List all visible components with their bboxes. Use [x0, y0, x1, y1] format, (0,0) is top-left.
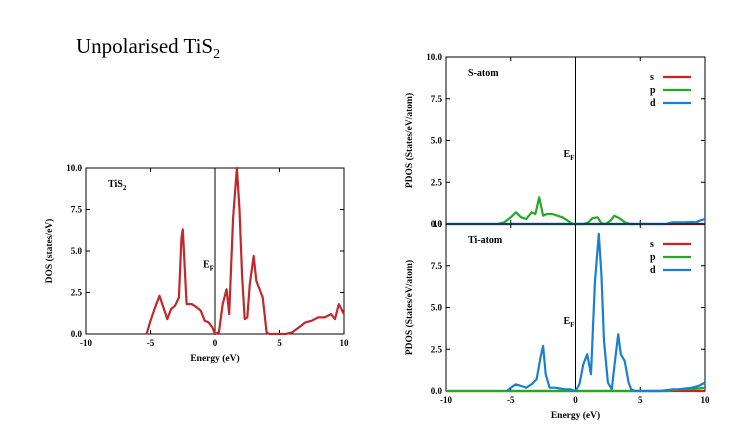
y-tick-label: 10	[433, 219, 443, 229]
slide-title-main: Unpolarised TiS	[76, 34, 214, 58]
x-tick-label: -5	[507, 395, 515, 405]
x-tick-label: 5	[277, 338, 282, 348]
legend-label-d: d	[650, 265, 656, 276]
legend-label-s: s	[650, 72, 654, 83]
fermi-label: EF	[564, 316, 575, 329]
y-tick-label: 7.5	[431, 261, 443, 271]
y-tick-label: 2.5	[431, 344, 443, 354]
y-tick-label: 0.0	[431, 386, 443, 396]
panel-label: S-atom	[468, 68, 499, 79]
y-tick-label: 5.0	[431, 303, 443, 313]
y-axis-label: DOS (states/eV)	[44, 219, 55, 284]
x-axis-label: Energy (eV)	[551, 410, 600, 421]
fermi-label-subscript: F	[570, 321, 574, 329]
y-axis-label: PDOS (States/eV/atom)	[404, 260, 415, 355]
y-axis-label: PDOS (States/eV/atom)	[404, 93, 415, 188]
chart-total-dos: 0.0 2.5 5.0 7.5 10.0 -10 -5 0 5 10 Energy (eV) DOS …	[44, 163, 349, 364]
y-tick-label: 2.5	[431, 177, 443, 187]
fermi-label: EF	[203, 260, 214, 273]
x-axis-label: Energy (eV)	[190, 353, 239, 364]
series-line-d	[506, 232, 706, 393]
y-tick-label: 0.0	[71, 329, 83, 339]
slide-title-subscript: 2	[213, 47, 221, 63]
y-tick-label: 10.0	[426, 52, 442, 62]
y-tick-label: 2.5	[71, 288, 83, 298]
legend-label-p: p	[650, 252, 656, 263]
x-tick-label: 5	[638, 395, 643, 405]
y-tick-label: 0.0	[431, 219, 443, 229]
fermi-label: EF	[564, 149, 575, 162]
fermi-label-subscript: F	[210, 265, 214, 273]
panel-label-subscript: 2	[123, 184, 127, 192]
x-tick-label: 0	[213, 338, 218, 348]
x-tick-label: 10	[340, 338, 350, 348]
fermi-label-subscript: F	[570, 154, 574, 162]
legend-label-d: d	[650, 98, 656, 109]
series-line-d	[446, 217, 706, 226]
y-tick-label: 5.0	[431, 136, 443, 146]
panel-label: TiS2	[108, 179, 127, 192]
y-tick-label: 7.5	[431, 94, 443, 104]
x-tick-label: -10	[80, 338, 92, 348]
chart-ti-atom-pdos: 0.0 2.5 5.0 7.5 10 -10 -5 0 5 10 Energy (eV) PDOS (…	[404, 219, 710, 421]
y-tick-label: 10.0	[66, 163, 82, 173]
y-tick-label: 7.5	[71, 205, 83, 215]
chart-s-atom-pdos: 0.0 2.5 5.0 7.5 10.0 PDOS (States/eV/atom) S-a…	[404, 52, 706, 229]
series-line-total	[145, 166, 345, 336]
legend-label-p: p	[650, 85, 656, 96]
x-tick-label: -5	[147, 338, 155, 348]
y-tick-label: 5.0	[71, 246, 83, 256]
legend-label-s: s	[650, 239, 654, 250]
x-tick-label: 10	[701, 395, 711, 405]
slide-title: Unpolarised TiS2	[76, 34, 220, 63]
series-line-p	[497, 196, 636, 226]
panel-label: Ti-atom	[468, 235, 503, 246]
x-tick-label: -10	[440, 395, 452, 405]
x-tick-label: 0	[573, 395, 578, 405]
